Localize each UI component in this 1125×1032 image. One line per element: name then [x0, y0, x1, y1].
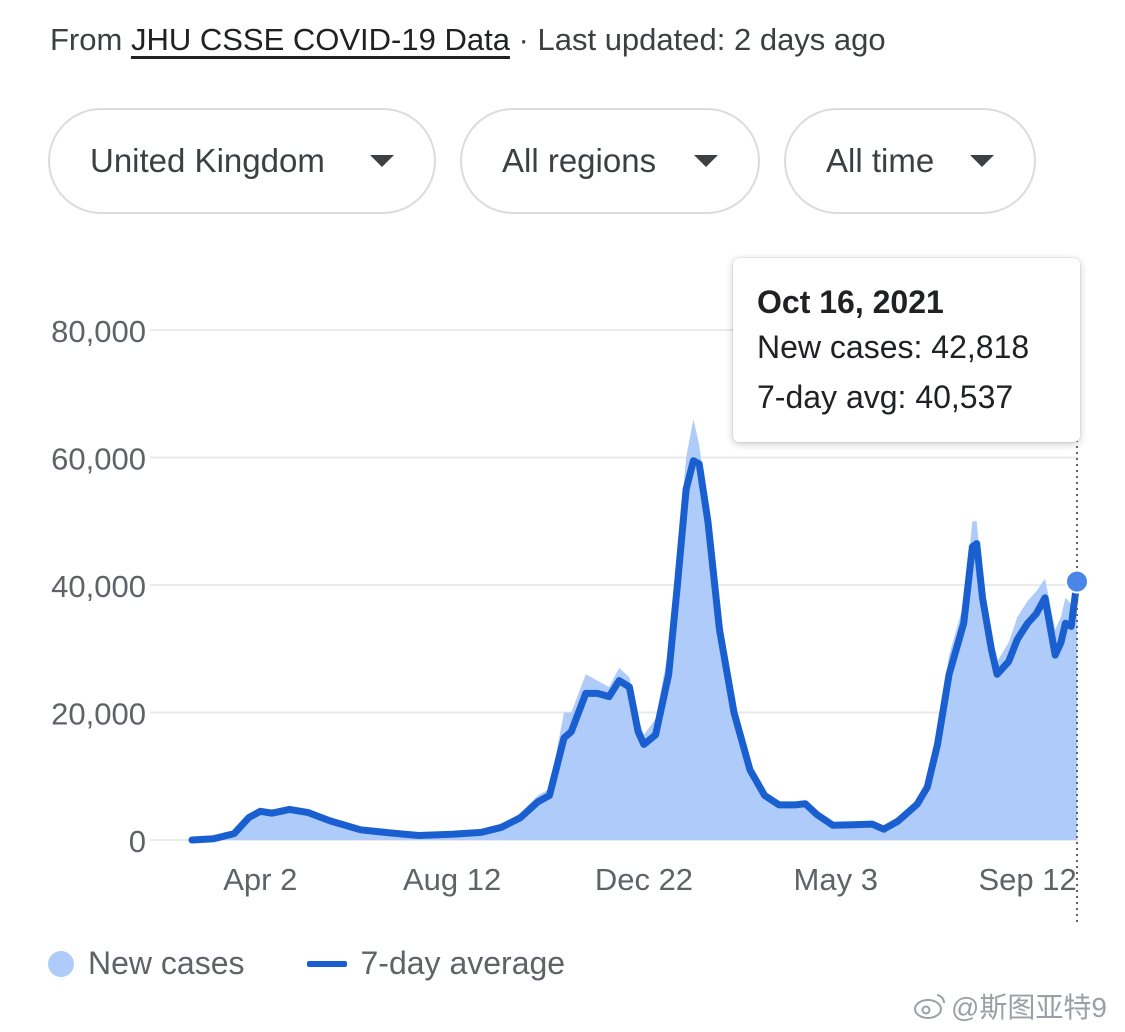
tooltip-avg: 7-day avg: 40,537 — [757, 379, 1014, 415]
tooltip-date: Oct 16, 2021 — [757, 284, 944, 320]
chevron-down-icon — [370, 155, 394, 167]
chevron-down-icon — [970, 155, 994, 167]
seven-day-average-line — [188, 457, 1081, 844]
new-cases-area — [192, 419, 1077, 840]
weibo-icon — [914, 994, 946, 1019]
y-tick-label: 0 — [129, 824, 146, 859]
x-tick-label: Sep 12 — [978, 862, 1076, 897]
x-tick-label: Apr 2 — [223, 862, 297, 897]
avg-line-path — [188, 457, 1081, 844]
country-dropdown[interactable]: United Kingdom — [48, 108, 436, 214]
y-tick-label: 40,000 — [51, 569, 146, 604]
hover-point — [1065, 569, 1089, 594]
x-tick-label: Aug 12 — [403, 862, 501, 897]
time-dropdown[interactable]: All time — [784, 108, 1036, 214]
tooltip-new-cases: New cases: 42,818 — [757, 329, 1030, 365]
watermark-text: @斯图亚特9 — [951, 992, 1107, 1023]
y-axis: 0 20,000 40,000 60,000 80,000 — [51, 314, 146, 859]
legend-new-cases: New cases — [88, 945, 245, 981]
watermark: @斯图亚特9 — [913, 986, 1107, 1026]
new-cases-swatch — [48, 950, 74, 977]
region-dropdown[interactable]: All regions — [460, 108, 760, 214]
y-tick-label: 60,000 — [51, 442, 146, 477]
y-tick-label: 20,000 — [51, 697, 146, 732]
source-line: From JHU CSSE COVID-19 Data · Last updat… — [50, 22, 886, 58]
x-tick-label: May 3 — [794, 862, 878, 897]
x-tick-label: Dec 22 — [595, 862, 693, 897]
region-dropdown-label: All regions — [502, 142, 657, 179]
x-axis: Apr 2 Aug 12 Dec 22 May 3 Sep 12 — [223, 862, 1076, 897]
new-cases-area-path — [192, 419, 1077, 840]
last-updated-text: · Last updated: 2 days ago — [509, 22, 886, 57]
country-dropdown-label: United Kingdom — [90, 142, 325, 179]
y-tick-label: 80,000 — [51, 314, 146, 349]
source-link[interactable]: JHU CSSE COVID-19 Data — [130, 22, 510, 57]
chart-tooltip: Oct 16, 2021 New cases: 42,818 7-day avg… — [733, 258, 1080, 442]
hover-marker — [1065, 440, 1089, 922]
source-prefix: From — [50, 22, 131, 57]
avg-swatch — [306, 960, 347, 967]
time-dropdown-label: All time — [826, 142, 935, 179]
chevron-down-icon — [694, 155, 718, 167]
chart-legend: New cases 7-day average — [48, 945, 565, 982]
legend-avg: 7-day average — [360, 945, 566, 981]
cases-chart[interactable]: 0 20,000 40,000 60,000 80,000 Apr 2 Aug 12 Dec… — [0, 240, 1125, 940]
